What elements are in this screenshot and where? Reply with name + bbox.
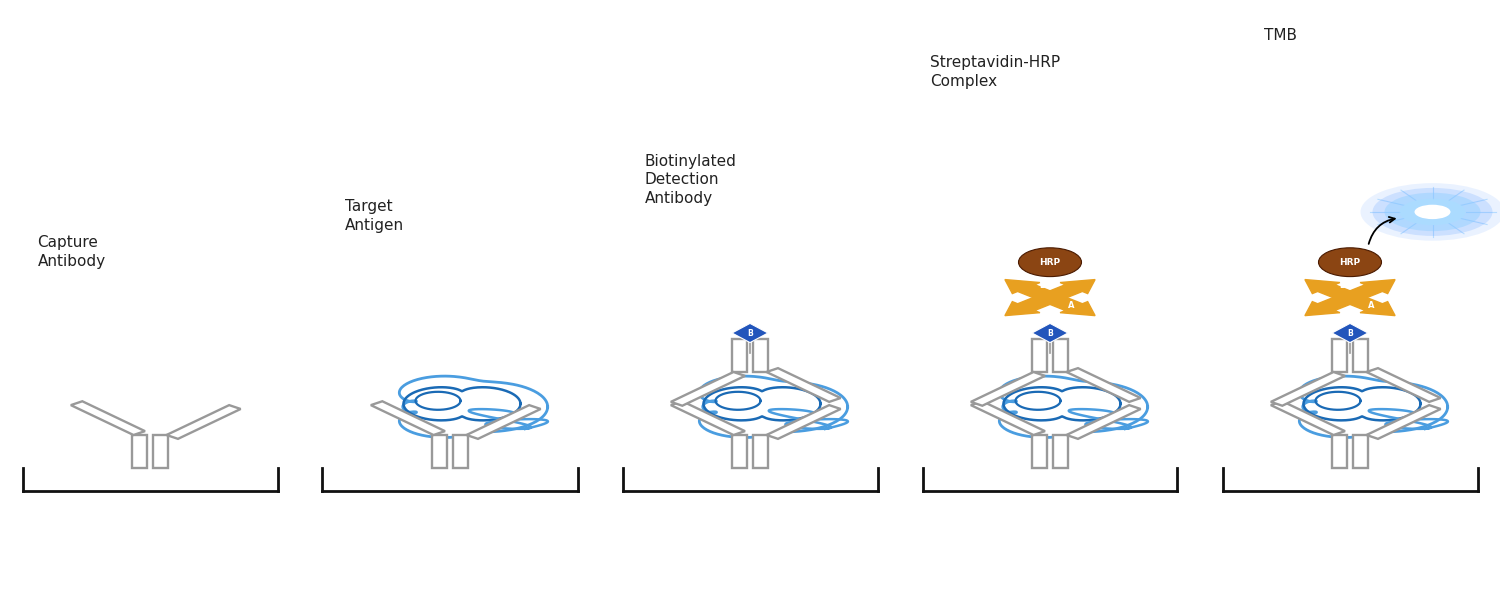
Bar [153,435,168,468]
Polygon shape [1032,323,1068,343]
Polygon shape [670,372,746,406]
Text: HRP: HRP [1340,258,1360,266]
Polygon shape [1332,323,1368,343]
FancyArrow shape [1005,280,1059,301]
Polygon shape [1270,372,1346,406]
Bar [432,435,447,468]
Bar [1053,339,1068,372]
Bar [753,435,768,468]
Circle shape [1414,205,1450,219]
FancyArrow shape [1341,294,1395,316]
Text: B: B [1047,329,1053,337]
Polygon shape [466,405,540,439]
Polygon shape [970,401,1046,435]
Text: B: B [1347,329,1353,337]
Bar [1332,339,1347,372]
Polygon shape [670,401,746,435]
FancyArrow shape [1041,280,1095,301]
Text: B: B [747,329,753,337]
Polygon shape [70,401,146,435]
Polygon shape [766,405,840,439]
Circle shape [1372,188,1492,236]
Polygon shape [970,372,1046,406]
Text: Streptavidin-HRP
Complex: Streptavidin-HRP Complex [930,55,1060,89]
FancyArrow shape [1305,280,1359,301]
Text: A: A [1068,301,1074,311]
Bar [1332,435,1347,468]
Ellipse shape [1019,248,1082,277]
Circle shape [1400,199,1466,225]
Polygon shape [370,401,446,435]
Bar [453,435,468,468]
Bar [1053,435,1068,468]
Circle shape [1360,183,1500,241]
FancyArrow shape [1041,294,1095,316]
FancyArrow shape [1341,280,1395,301]
Bar [732,339,747,372]
Text: TMB: TMB [1264,28,1298,43]
Polygon shape [1270,401,1346,435]
Polygon shape [766,368,840,402]
Polygon shape [732,323,768,343]
Text: A: A [1368,301,1374,311]
Text: B: B [1040,281,1046,290]
Bar [1032,435,1047,468]
Polygon shape [166,405,240,439]
Text: B: B [1340,281,1346,290]
FancyArrow shape [1005,294,1059,316]
Bar [1032,339,1047,372]
Text: Biotinylated
Detection
Antibody: Biotinylated Detection Antibody [645,154,736,206]
Bar [753,339,768,372]
Polygon shape [1066,405,1140,439]
Text: Capture
Antibody: Capture Antibody [38,235,105,269]
Bar [732,435,747,468]
Bar [132,435,147,468]
Polygon shape [1066,368,1140,402]
Bar [1353,435,1368,468]
Ellipse shape [1318,248,1382,277]
Text: Target
Antigen: Target Antigen [345,199,404,233]
Bar [1353,339,1368,372]
Polygon shape [1366,405,1440,439]
FancyArrow shape [1305,294,1359,316]
Text: HRP: HRP [1040,258,1060,266]
Circle shape [1384,193,1480,231]
Polygon shape [1366,368,1440,402]
FancyArrowPatch shape [1368,217,1395,244]
